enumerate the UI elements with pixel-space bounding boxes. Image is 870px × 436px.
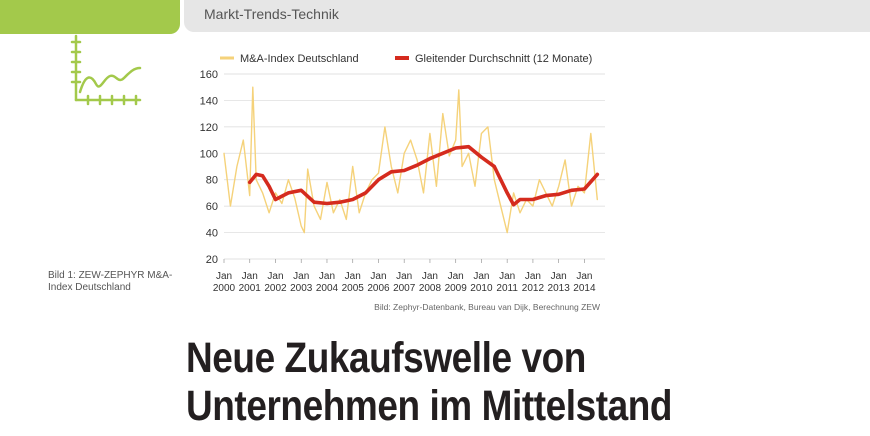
x-tick-label-year: 2013 <box>548 283 571 294</box>
x-tick-label-month: Jan <box>267 271 283 282</box>
y-tick-label: 40 <box>206 228 218 240</box>
headline-line-2: Unternehmen im Mittelstand <box>186 382 673 430</box>
x-tick-label-month: Jan <box>319 271 335 282</box>
series-ma-index-line <box>223 86 598 234</box>
figure-source: Bild: Zephyr-Datenbank, Bureau van Dijk,… <box>374 302 600 312</box>
section-header-bar: Markt-Trends-Technik <box>184 0 870 32</box>
headline-line-1: Neue Zukaufswelle von <box>186 334 586 382</box>
x-tick-label-year: 2006 <box>367 283 390 294</box>
x-tick-label-year: 2014 <box>573 283 596 294</box>
y-tick-label: 160 <box>200 69 218 81</box>
x-tick-label-month: Jan <box>345 271 361 282</box>
x-tick-label-year: 2008 <box>419 283 442 294</box>
x-tick-label-month: Jan <box>242 271 258 282</box>
y-tick-label: 100 <box>200 148 218 160</box>
y-tick-label: 140 <box>200 95 218 107</box>
x-tick-label-month: Jan <box>551 271 567 282</box>
section-label: Markt-Trends-Technik <box>204 6 339 22</box>
x-tick-label-month: Jan <box>216 271 232 282</box>
x-tick-label-year: 2000 <box>213 283 236 294</box>
series-moving-average-line <box>247 144 600 207</box>
y-tick-label: 80 <box>206 175 218 187</box>
x-tick-label-year: 2010 <box>470 283 493 294</box>
legend-label: M&A-Index Deutschland <box>240 53 359 65</box>
y-tick-label: 60 <box>206 201 218 213</box>
y-tick-label: 120 <box>200 122 218 134</box>
x-tick-label-month: Jan <box>370 271 386 282</box>
x-tick-label-month: Jan <box>293 271 309 282</box>
x-tick-label-month: Jan <box>422 271 438 282</box>
legend-label: Gleitender Durchschnitt (12 Monate) <box>415 53 592 65</box>
x-tick-label-year: 2001 <box>239 283 262 294</box>
x-tick-label-year: 2012 <box>522 283 545 294</box>
x-tick-label-month: Jan <box>576 271 592 282</box>
article-headline: Neue Zukaufswelle von Unternehmen im Mit… <box>186 334 771 430</box>
figure-caption: Bild 1: ZEW-ZEPHYR M&A-Index Deutschland <box>48 270 173 293</box>
y-tick-label: 20 <box>206 254 218 266</box>
trend-chart-icon <box>70 34 142 106</box>
x-tick-label-year: 2011 <box>496 283 518 294</box>
x-tick-label-month: Jan <box>448 271 464 282</box>
x-tick-label-year: 2007 <box>393 283 416 294</box>
x-tick-label-year: 2003 <box>290 283 313 294</box>
x-tick-label-month: Jan <box>499 271 515 282</box>
x-tick-label-month: Jan <box>396 271 412 282</box>
x-tick-label-month: Jan <box>473 271 489 282</box>
section-color-tab <box>0 0 180 34</box>
x-tick-label-year: 2005 <box>342 283 365 294</box>
x-tick-label-year: 2004 <box>316 283 339 294</box>
x-tick-label-year: 2002 <box>264 283 287 294</box>
x-tick-label-year: 2009 <box>445 283 468 294</box>
x-tick-label-month: Jan <box>525 271 541 282</box>
